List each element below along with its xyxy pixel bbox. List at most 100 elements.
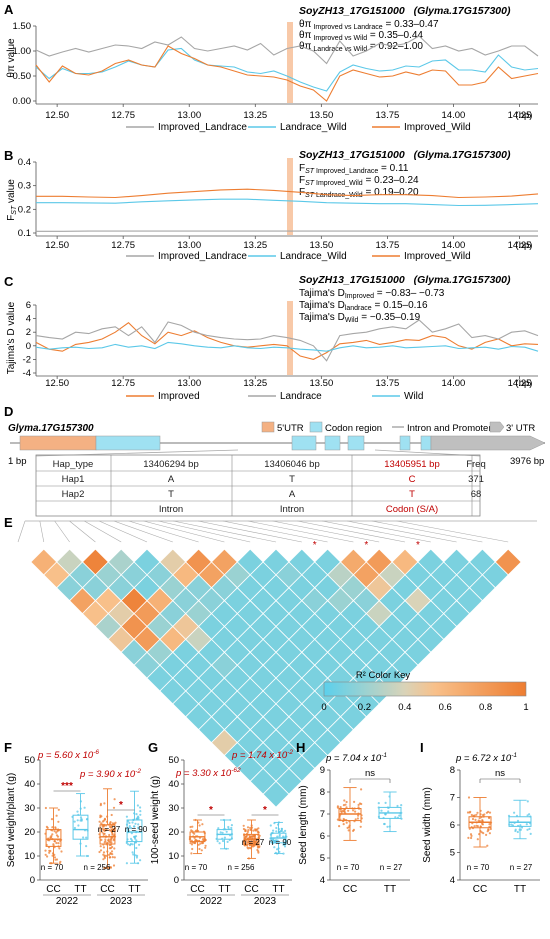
data-point [258, 831, 260, 833]
data-point [473, 825, 475, 827]
data-point [231, 824, 233, 826]
group-label: TT [514, 884, 526, 895]
y-tick-label: 6 [450, 820, 455, 831]
highlight-band [287, 22, 293, 103]
y-tick-label: 20 [24, 827, 35, 838]
data-point [131, 821, 133, 823]
panel-a-title: SoyZH13_17G151000 (Glyma.17G157300) [299, 5, 511, 17]
data-point [139, 810, 141, 812]
data-point [199, 824, 201, 826]
data-point [100, 845, 102, 847]
color-key-tick-label: 0.2 [358, 702, 371, 713]
data-point [385, 802, 387, 804]
data-point [132, 851, 134, 853]
data-point [47, 827, 49, 829]
p-value-exp: -1 [381, 752, 387, 759]
data-point [53, 840, 55, 842]
data-point [114, 822, 116, 824]
stat-value: = 0.35–0.44 [367, 30, 423, 41]
data-point [247, 829, 249, 831]
y-tick-label: 5 [450, 848, 455, 859]
stat-value: = 0.33–0.47 [383, 19, 439, 30]
data-point [80, 816, 82, 818]
data-point [134, 838, 136, 840]
exon-codon-6 [421, 436, 431, 450]
data-point [252, 830, 254, 832]
data-point [244, 830, 246, 832]
data-point [126, 842, 128, 844]
data-point [487, 829, 489, 831]
stat-value: = 0.11 [378, 163, 409, 174]
exon-codon-3 [325, 436, 340, 450]
gene-name: Glyma.17G157300 [8, 423, 94, 434]
panel-d: D Glyma.17G157300 5'UTR Codon region Int… [4, 404, 545, 516]
data-point [45, 807, 47, 809]
data-point [468, 796, 470, 798]
panel-letter-e: E [4, 515, 13, 530]
data-point [400, 804, 402, 806]
data-point [104, 838, 106, 840]
p-value-exp: -62 [231, 767, 241, 774]
data-point [104, 818, 106, 820]
data-point [113, 807, 115, 809]
table-cell: 371 [468, 474, 484, 485]
snp-line [18, 521, 25, 542]
y-tick-label: 40 [24, 779, 35, 790]
data-point [353, 801, 355, 803]
n-label: n = 256 [228, 863, 255, 872]
x-tick-label: 12.50 [45, 378, 69, 389]
data-point [85, 837, 87, 839]
data-point [135, 847, 137, 849]
legend-label: Landrace_Wild [280, 251, 347, 262]
data-point [360, 826, 362, 828]
n-label: n = 70 [41, 863, 64, 872]
x-tick-label: 13.00 [177, 240, 201, 251]
data-point [477, 825, 479, 827]
y-tick-label: 8 [320, 787, 325, 798]
table-header-cell: Hap_type [53, 459, 94, 470]
x-unit-label: (bp) [516, 240, 533, 251]
gene-end-label: 3976 bp [510, 456, 544, 467]
x-tick-label: 13.75 [376, 378, 400, 389]
data-point [126, 862, 128, 864]
data-point [354, 811, 356, 813]
data-point [104, 841, 106, 843]
data-point [204, 847, 206, 849]
data-point [256, 849, 258, 851]
n-label: n = 27 [380, 863, 403, 872]
y-tick-label: 0.00 [13, 96, 32, 107]
exon-3utr [431, 436, 545, 450]
data-point [483, 813, 485, 815]
stat-symbol: θπ [299, 30, 312, 41]
data-point [111, 850, 113, 852]
data-point [217, 840, 219, 842]
stat-value: = 0.23–0.24 [363, 175, 419, 186]
data-point [230, 827, 232, 829]
data-point [226, 831, 228, 833]
p-value-text: p = 3.30 x 10 [175, 768, 232, 779]
data-point [82, 836, 84, 838]
sig-mark: ns [495, 768, 505, 779]
x-tick-label: 12.50 [45, 110, 69, 121]
x-tick-label: 14.00 [442, 378, 466, 389]
y-tick-label: 5 [320, 853, 325, 864]
data-point [112, 856, 114, 858]
stat-annotation: Tajima's DImproved = −0.83– −0.73 [299, 288, 445, 300]
data-point [217, 827, 219, 829]
gene-start-label: 1 bp [8, 456, 27, 467]
year-label: 2023 [254, 896, 277, 907]
data-point [357, 817, 359, 819]
data-point [224, 837, 226, 839]
color-key-tick-label: 0.4 [398, 702, 411, 713]
data-point [99, 816, 101, 818]
stat-value: = −0.35–0.19 [358, 312, 420, 323]
data-point [472, 818, 474, 820]
p-value-text: p = 7.04 x 10 [325, 753, 382, 764]
data-point [489, 812, 491, 814]
stat-subscript: Landrace vs Wild [311, 46, 367, 53]
stat-subscript: Improved [345, 293, 374, 300]
